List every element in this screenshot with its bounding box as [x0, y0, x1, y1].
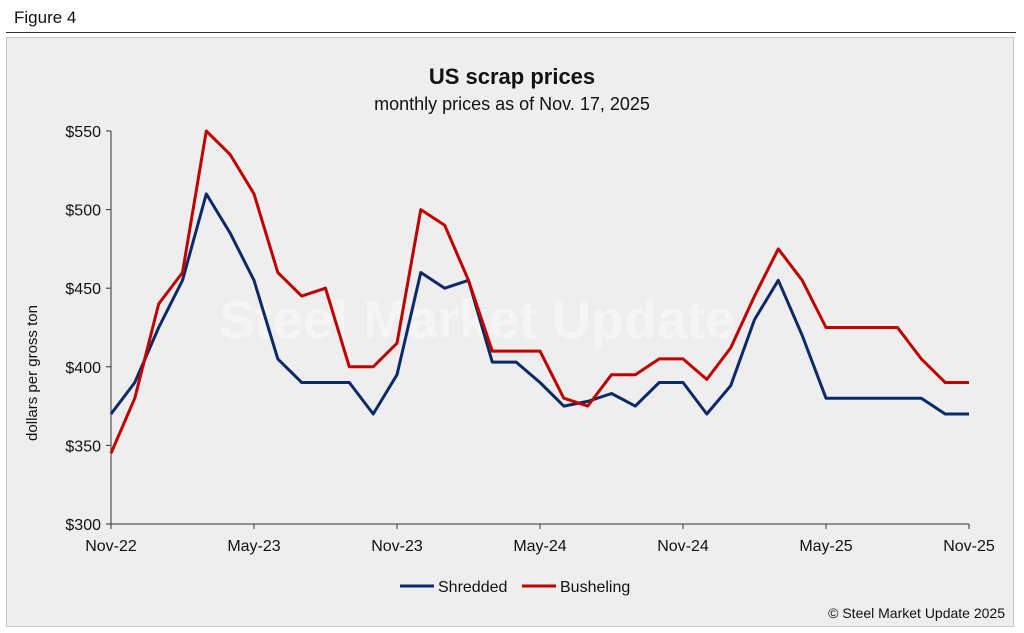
x-tick-label: May-25	[799, 538, 852, 555]
chart-subtitle: monthly prices as of Nov. 17, 2025	[374, 94, 650, 114]
copyright: © Steel Market Update 2025	[828, 605, 1005, 621]
figure-label: Figure 4	[14, 8, 77, 27]
series-layer	[109, 129, 969, 454]
axes: $300 $350 $400 $450 $500 $550 Nov-22 May-23 Nov-…	[65, 124, 994, 555]
x-tick-label: Nov-25	[943, 538, 995, 555]
legend: Shredded Busheling	[400, 579, 630, 596]
y-tick-label: $500	[65, 203, 101, 220]
y-tick-label: $450	[65, 281, 101, 298]
y-tick-label: $300	[65, 517, 101, 534]
series-line-shredded	[109, 192, 969, 416]
legend-label-busheling: Busheling	[560, 579, 630, 596]
x-tick-label: Nov-23	[371, 538, 423, 555]
series-line-busheling	[109, 129, 969, 454]
x-tick-label: Nov-24	[657, 538, 709, 555]
y-tick-label: $400	[65, 360, 101, 377]
y-tick-label: $350	[65, 438, 101, 455]
legend-label-shredded: Shredded	[438, 579, 507, 596]
x-tick-label: May-23	[227, 538, 280, 555]
y-tick-label: $550	[65, 124, 101, 141]
scrap-price-chart: Steel Market Update US scrap prices mont…	[24, 64, 1005, 621]
figure-header: Figure 4	[6, 4, 1016, 33]
chart-panel: Steel Market Update US scrap prices mont…	[6, 37, 1014, 627]
watermark: Steel Market Update	[219, 290, 735, 350]
chart-title: US scrap prices	[429, 64, 595, 89]
y-axis-label: dollars per gross ton	[24, 305, 41, 441]
x-tick-label: Nov-22	[85, 538, 137, 555]
x-tick-label: May-24	[513, 538, 566, 555]
